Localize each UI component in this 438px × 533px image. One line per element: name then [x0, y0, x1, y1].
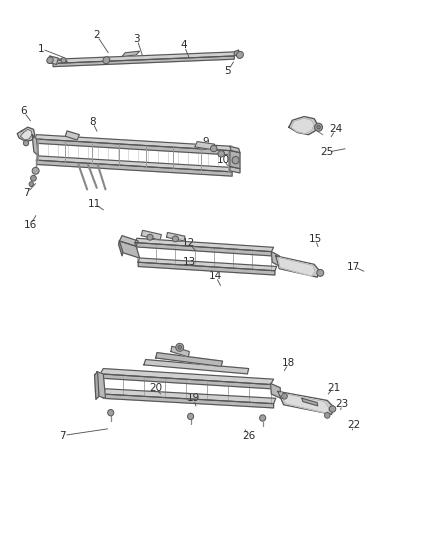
Text: 7: 7: [24, 188, 30, 198]
Polygon shape: [97, 372, 106, 398]
Text: 18: 18: [282, 358, 296, 368]
Text: 17: 17: [347, 262, 360, 271]
Ellipse shape: [32, 167, 39, 174]
Text: 23: 23: [336, 399, 349, 409]
Polygon shape: [119, 241, 123, 256]
Ellipse shape: [31, 175, 36, 181]
Polygon shape: [302, 398, 318, 406]
Polygon shape: [141, 230, 161, 240]
Polygon shape: [276, 256, 319, 277]
Ellipse shape: [211, 146, 217, 152]
Ellipse shape: [218, 151, 224, 157]
Polygon shape: [195, 142, 215, 150]
Text: 21: 21: [327, 383, 340, 393]
Polygon shape: [17, 127, 35, 142]
Ellipse shape: [29, 182, 33, 187]
Text: 24: 24: [329, 124, 343, 134]
Polygon shape: [155, 353, 223, 367]
Polygon shape: [230, 166, 240, 173]
Polygon shape: [20, 130, 32, 140]
Polygon shape: [234, 50, 239, 56]
Polygon shape: [278, 391, 333, 414]
Polygon shape: [271, 383, 281, 398]
Polygon shape: [230, 151, 240, 168]
Text: 12: 12: [182, 238, 195, 247]
Text: 4: 4: [181, 41, 187, 50]
Ellipse shape: [317, 125, 320, 129]
Text: 6: 6: [20, 106, 27, 116]
Ellipse shape: [108, 409, 114, 416]
Text: 7: 7: [60, 431, 66, 441]
Ellipse shape: [314, 123, 322, 131]
Ellipse shape: [317, 269, 324, 276]
Polygon shape: [171, 346, 189, 357]
Polygon shape: [53, 56, 234, 67]
Polygon shape: [100, 368, 274, 384]
Ellipse shape: [282, 393, 287, 399]
Text: 2: 2: [93, 30, 100, 41]
Text: 13: 13: [183, 257, 196, 267]
Ellipse shape: [147, 235, 153, 240]
Ellipse shape: [237, 51, 244, 59]
Polygon shape: [135, 243, 272, 256]
Text: 26: 26: [242, 431, 255, 441]
Ellipse shape: [23, 141, 28, 146]
Text: 8: 8: [89, 117, 95, 127]
Ellipse shape: [329, 406, 336, 412]
Polygon shape: [36, 160, 232, 176]
Polygon shape: [35, 139, 230, 155]
Ellipse shape: [187, 413, 194, 419]
Polygon shape: [65, 131, 79, 140]
Polygon shape: [100, 374, 271, 389]
Polygon shape: [120, 236, 138, 246]
Polygon shape: [135, 238, 274, 252]
Ellipse shape: [47, 57, 53, 63]
Ellipse shape: [172, 236, 178, 242]
Polygon shape: [103, 389, 276, 403]
Text: 14: 14: [209, 271, 222, 281]
Text: 22: 22: [347, 420, 360, 430]
Polygon shape: [289, 117, 317, 135]
Polygon shape: [230, 147, 240, 153]
Ellipse shape: [325, 413, 330, 418]
Polygon shape: [48, 56, 58, 64]
Polygon shape: [36, 156, 234, 172]
Text: 5: 5: [224, 66, 231, 76]
Polygon shape: [138, 262, 275, 275]
Polygon shape: [103, 394, 274, 408]
Text: 15: 15: [308, 234, 321, 244]
Ellipse shape: [178, 345, 181, 349]
Polygon shape: [120, 241, 140, 258]
Polygon shape: [35, 135, 232, 151]
Polygon shape: [144, 360, 249, 374]
Text: 10: 10: [217, 155, 230, 165]
Text: 11: 11: [88, 199, 101, 209]
Text: 3: 3: [134, 34, 140, 44]
Ellipse shape: [260, 415, 266, 421]
Polygon shape: [272, 252, 280, 266]
Polygon shape: [32, 135, 38, 156]
Ellipse shape: [103, 56, 110, 64]
Text: 1: 1: [38, 44, 44, 53]
Text: 16: 16: [24, 220, 37, 230]
Polygon shape: [122, 51, 140, 56]
Polygon shape: [278, 257, 315, 276]
Text: 25: 25: [321, 147, 334, 157]
Ellipse shape: [176, 343, 184, 351]
Polygon shape: [51, 58, 53, 63]
Polygon shape: [166, 232, 185, 241]
Polygon shape: [138, 258, 277, 271]
Ellipse shape: [232, 157, 239, 164]
Ellipse shape: [61, 58, 66, 63]
Polygon shape: [95, 372, 99, 399]
Polygon shape: [53, 52, 239, 63]
Polygon shape: [280, 393, 329, 413]
Text: 9: 9: [203, 136, 209, 147]
Polygon shape: [291, 118, 314, 134]
Text: 20: 20: [149, 383, 162, 393]
Text: 19: 19: [187, 393, 200, 403]
